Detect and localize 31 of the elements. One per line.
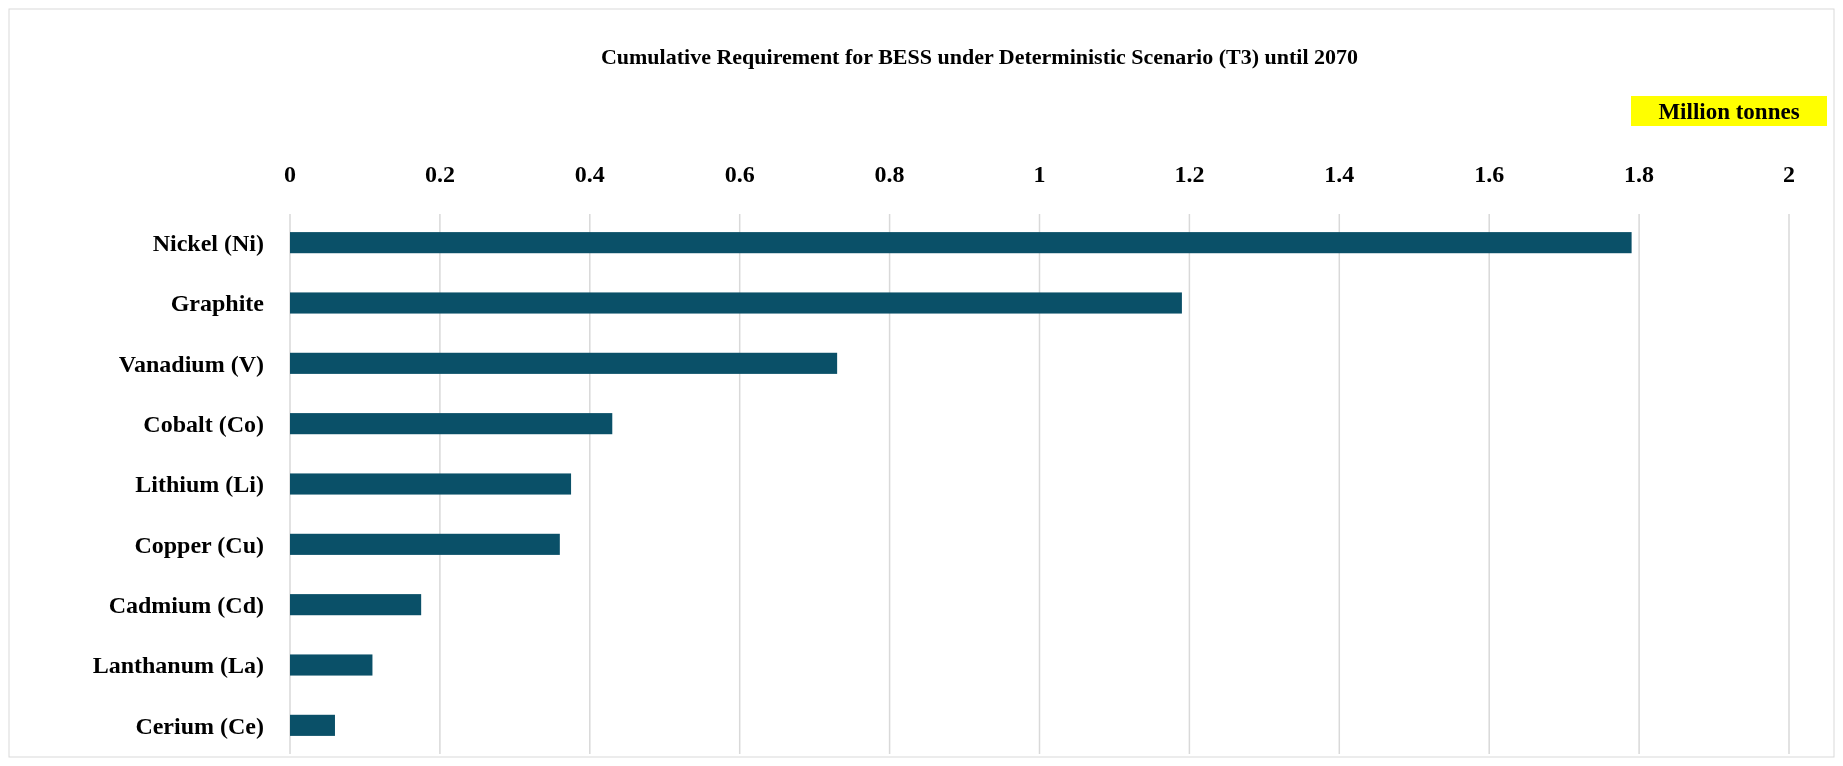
y-tick-label: Vanadium (V) [118,350,264,377]
y-tick-label: Lanthanum (La) [92,652,264,679]
y-tick-label: Graphite [170,290,265,317]
x-tick-label: 1 [1033,161,1046,187]
y-tick-label: Cerium (Ce) [135,712,264,739]
y-tick-label: Lithium (Li) [135,471,264,498]
x-tick-label: 1.2 [1174,161,1205,187]
x-tick-label: 2 [1783,161,1795,187]
x-tick-label: 1.6 [1474,161,1505,187]
bar [290,413,613,435]
chart-title: Cumulative Requirement for BESS under Deterministic Scenario (T3) until 2070 [600,44,1359,69]
bar [290,533,560,555]
bar [290,292,1182,314]
x-axis-title: Million tonnes [1658,99,1800,124]
x-tick-label: 0 [284,161,296,187]
y-tick-label: Cadmium (Cd) [108,592,264,619]
x-tick-label: 1.4 [1324,161,1355,187]
x-tick-label: 0.6 [724,161,755,187]
bar [290,352,838,374]
bar [290,654,373,676]
y-tick-label: Copper (Cu) [134,531,264,558]
x-tick-label: 0.2 [424,161,455,187]
bar [290,232,1632,254]
x-tick-label: 0.4 [574,161,605,187]
x-tick-label: 1.8 [1624,161,1655,187]
y-tick-label: Cobalt (Co) [143,411,264,438]
x-tick-label: 0.8 [874,161,905,187]
bar [290,473,572,495]
bar [290,594,422,616]
bar [290,714,335,736]
y-tick-label: Nickel (Ni) [152,230,264,257]
